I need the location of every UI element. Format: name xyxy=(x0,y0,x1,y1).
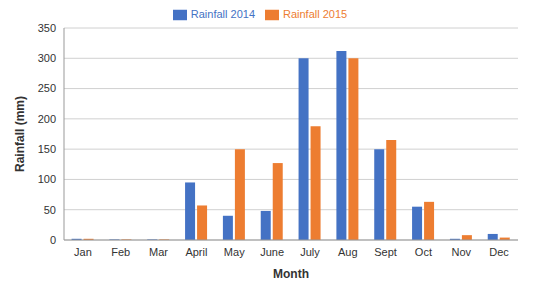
svg-text:Aug: Aug xyxy=(338,246,358,258)
svg-text:100: 100 xyxy=(38,173,56,185)
svg-text:0: 0 xyxy=(50,234,56,246)
svg-text:Nov: Nov xyxy=(451,246,471,258)
html-text:Rainfall 2014: Rainfall 2014 xyxy=(190,8,255,20)
svg-text:50: 50 xyxy=(44,204,56,216)
svg-text:July: July xyxy=(300,246,320,258)
svg-text:300: 300 xyxy=(38,52,56,64)
svg-text:Dec: Dec xyxy=(489,246,509,258)
svg-text:May: May xyxy=(224,246,245,258)
svg-text:June: June xyxy=(260,246,284,258)
svg-text:Sept: Sept xyxy=(374,246,397,258)
html-text:Rainfall 2015: Rainfall 2015 xyxy=(283,8,348,20)
svg-text:Feb: Feb xyxy=(111,246,130,258)
svg-text:Rainfall (mm): Rainfall (mm) xyxy=(13,96,27,172)
svg-text:Month: Month xyxy=(273,267,309,281)
svg-text:Oct: Oct xyxy=(415,246,432,258)
svg-text:200: 200 xyxy=(38,113,56,125)
svg-text:April: April xyxy=(185,246,207,258)
svg-text:250: 250 xyxy=(38,82,56,94)
svg-text:Mar: Mar xyxy=(149,246,168,258)
svg-text:Jan: Jan xyxy=(74,246,92,258)
svg-text:350: 350 xyxy=(38,22,56,34)
svg-text:150: 150 xyxy=(38,143,56,155)
